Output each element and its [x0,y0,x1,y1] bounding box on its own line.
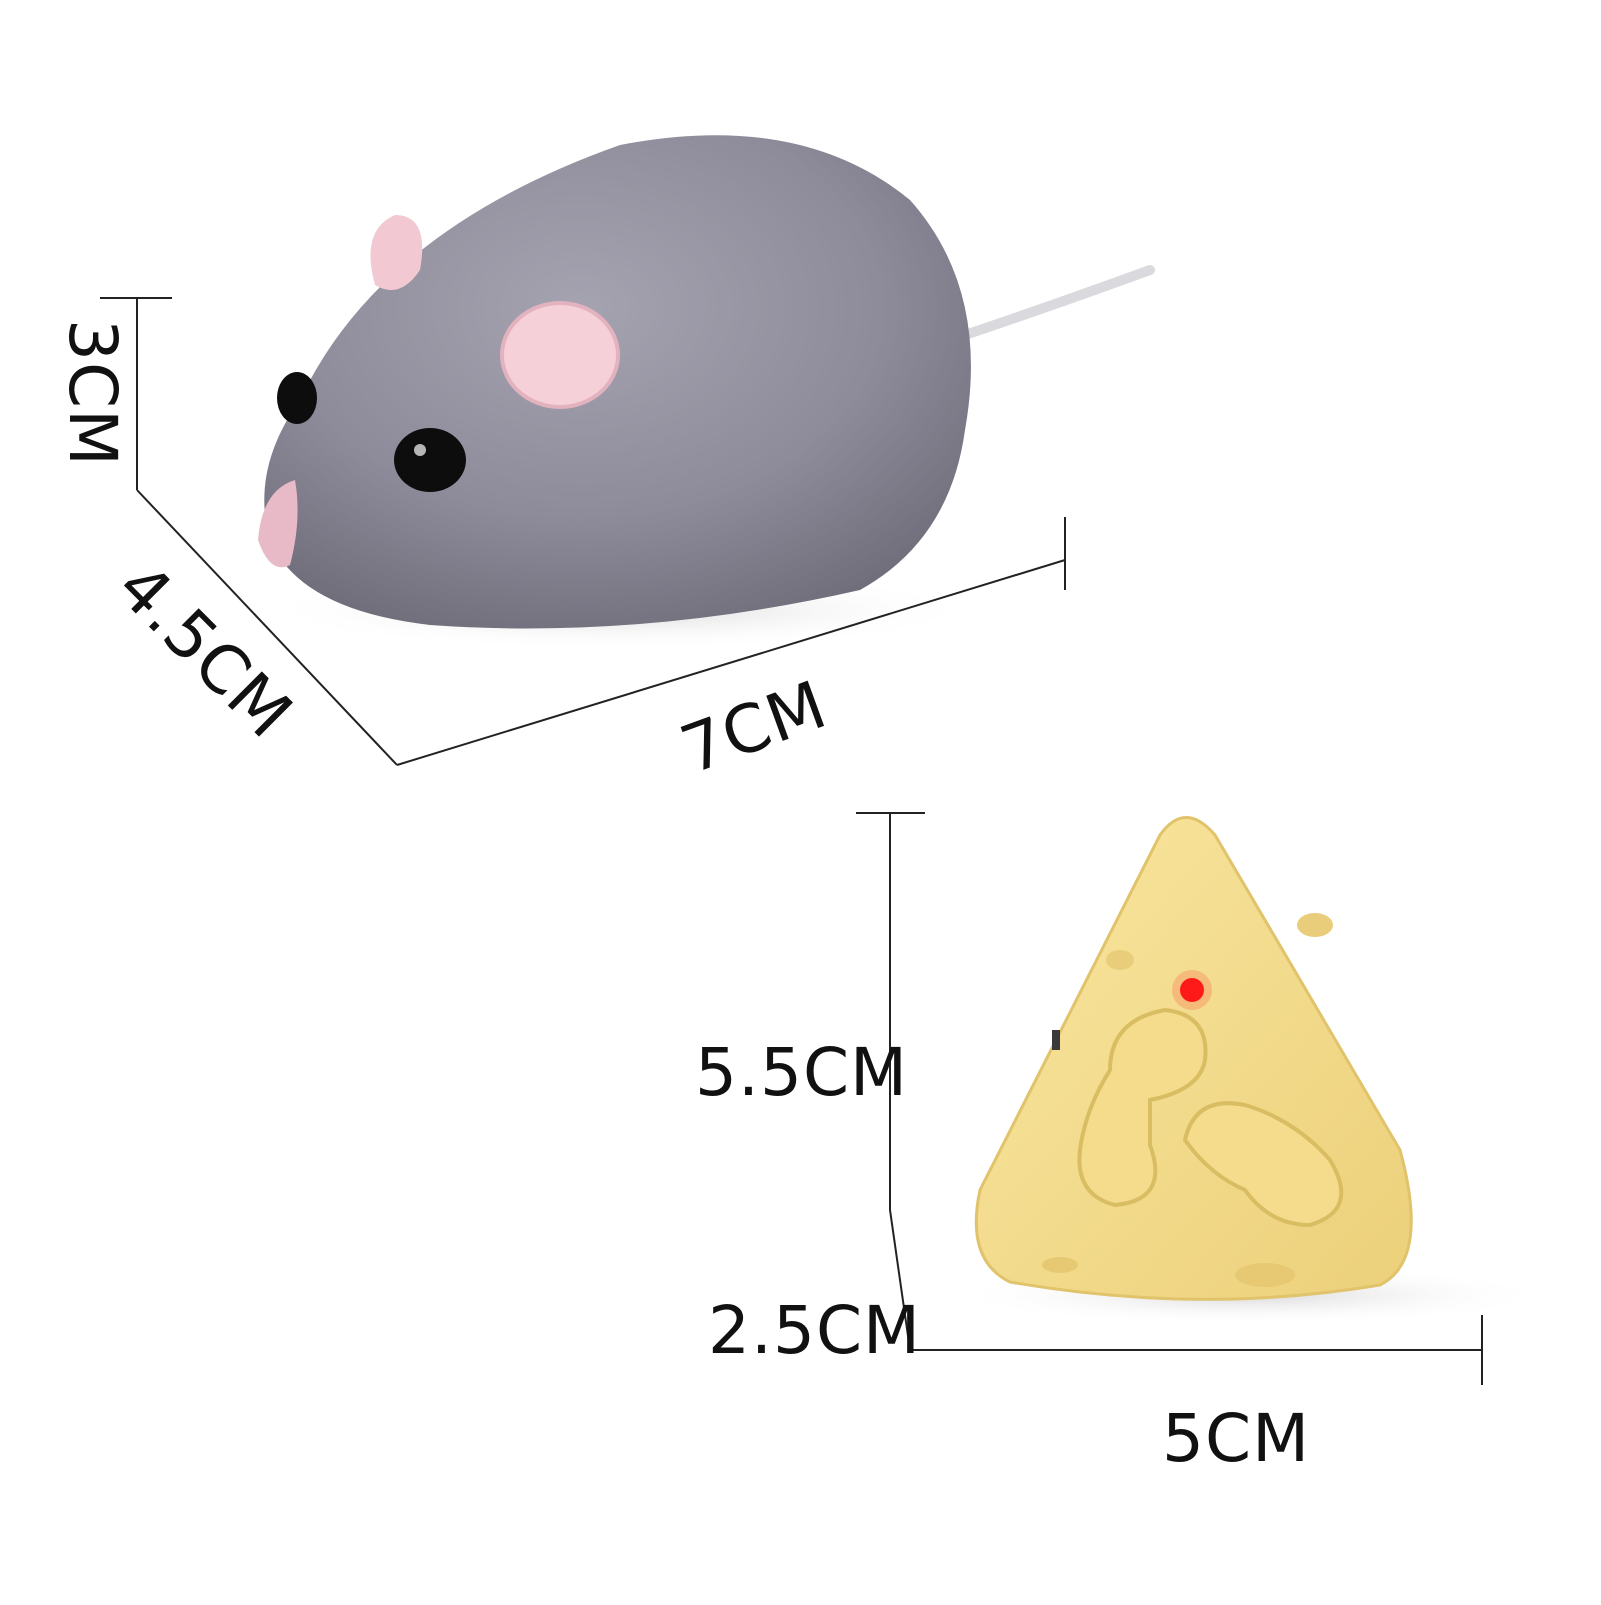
eye-highlight [414,444,426,456]
mouse-body [264,135,971,629]
remote-depth-label: 2.5CM [708,1292,921,1369]
mouse-eye-left [277,372,317,424]
remote-right-button[interactable] [1182,1101,1344,1228]
mouse-height-label: 3CM [54,318,132,468]
mouse-toy [258,135,1155,650]
dim-25cm-line [889,1209,911,1351]
dim-45cm-line [136,489,398,766]
mouse-dimension-lines [100,297,1066,766]
mouse-ear-back [370,215,423,290]
cheese-hole [1297,913,1333,937]
cheese-remote [950,816,1550,1325]
mouse-nose [258,480,298,568]
mouse-tail [945,265,1155,345]
remote-switch[interactable] [1052,1030,1060,1050]
led-glow [1172,970,1212,1010]
cheese-hole [1235,1263,1295,1287]
mouse-eye-right [394,428,466,492]
remote-left-button[interactable] [1077,1007,1208,1208]
remote-height-label: 5.5CM [695,1034,908,1111]
remote-led [1180,978,1204,1002]
cheese-hole [1106,950,1134,970]
remote-dimension-lines [856,812,1483,1385]
mouse-ear-front [500,301,620,409]
cheese-hole [1042,1257,1078,1273]
dim-7cm-line [396,559,1066,766]
remote-width-label: 5CM [1162,1400,1311,1477]
